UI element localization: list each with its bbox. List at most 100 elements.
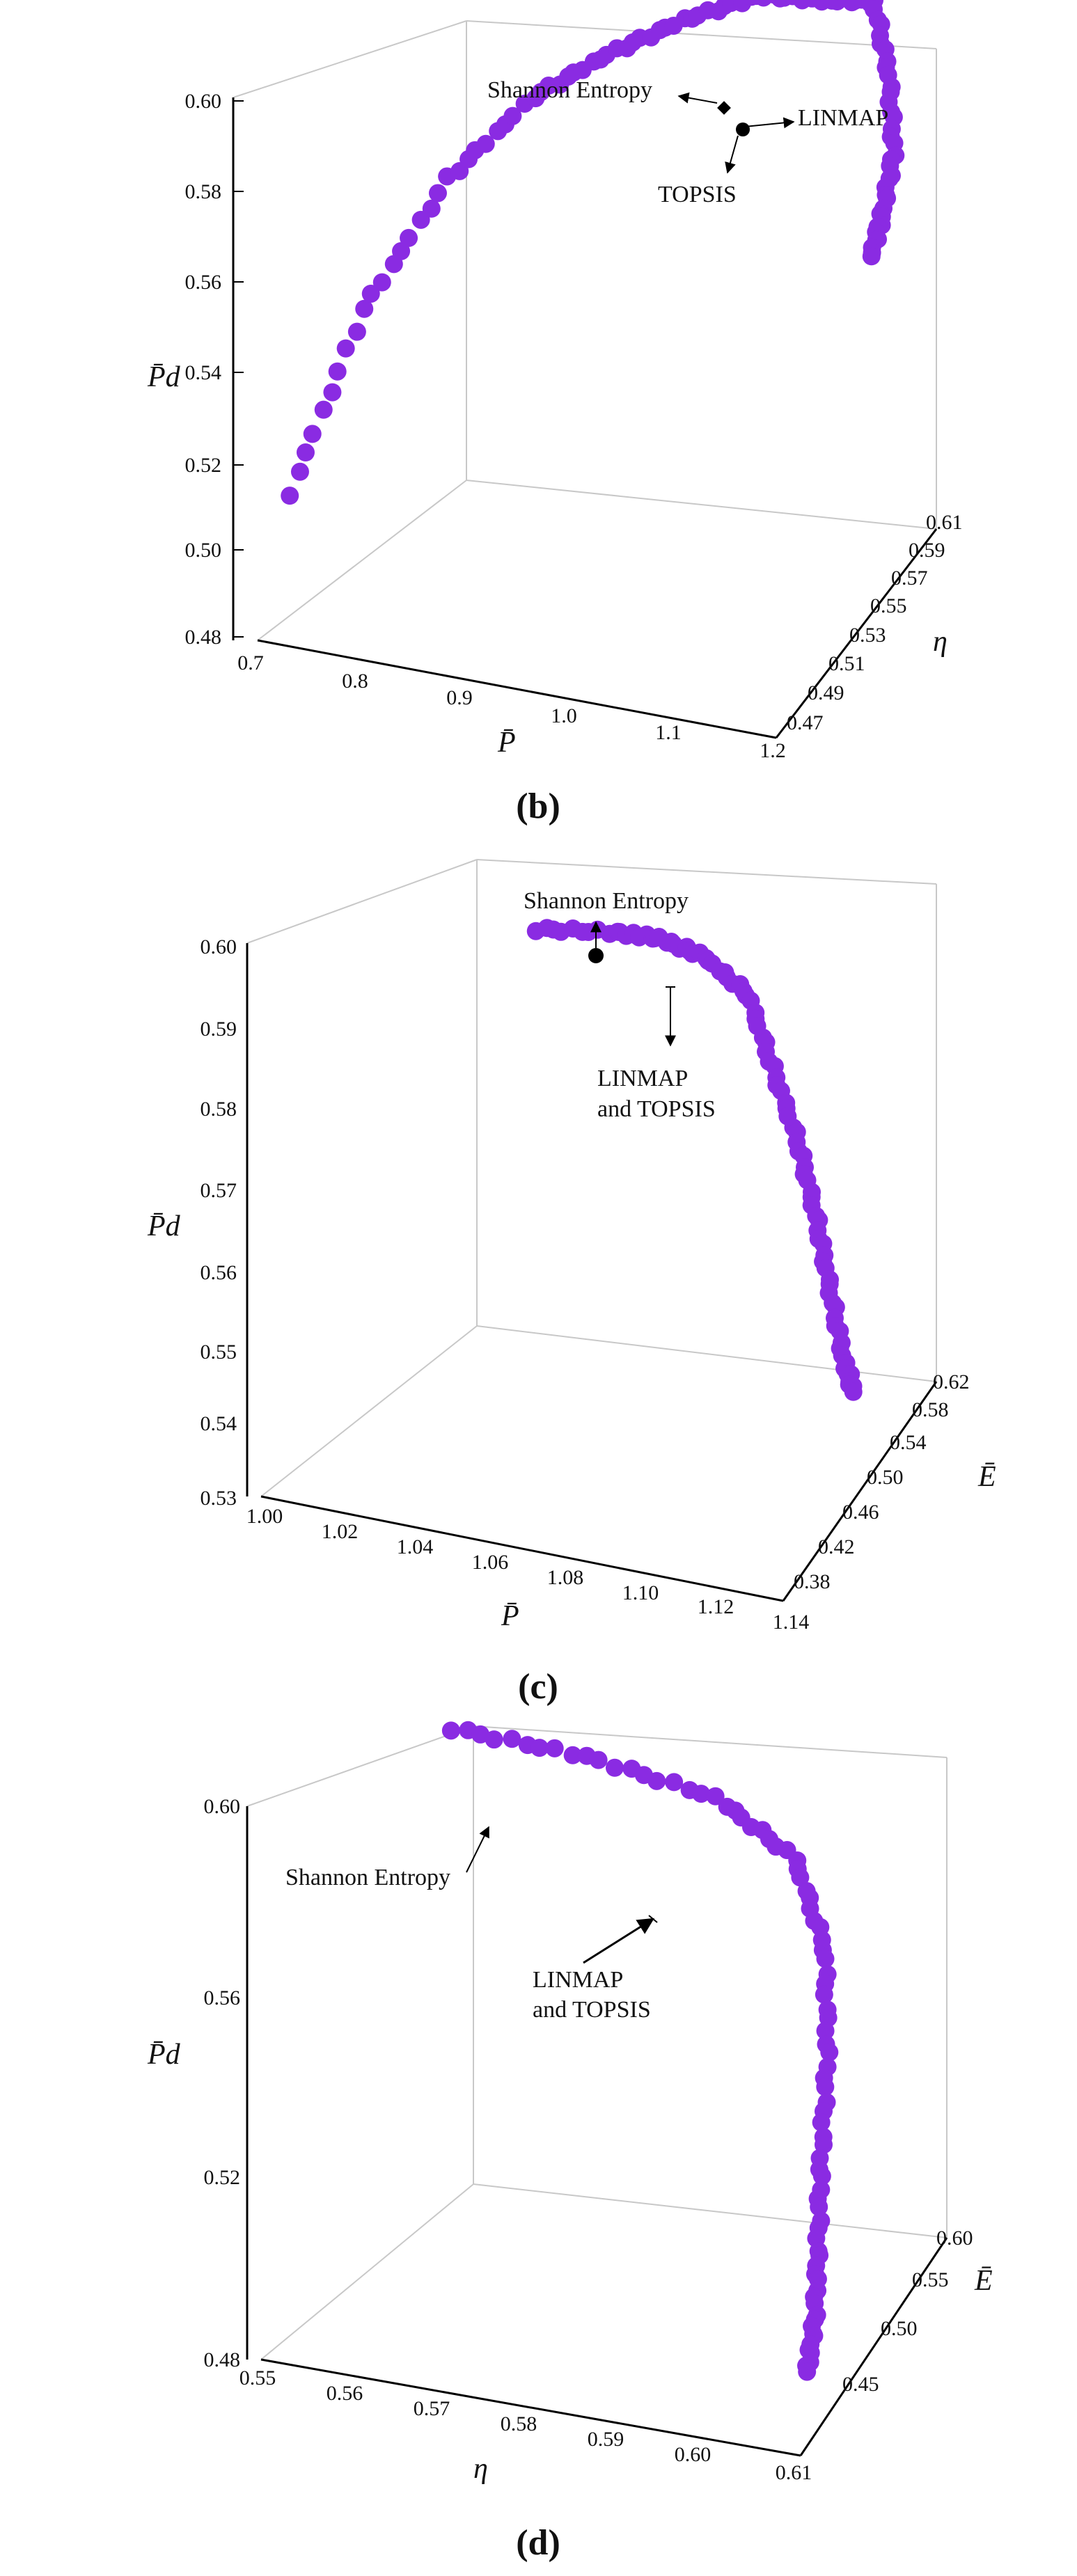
data-point — [296, 443, 315, 462]
data-point — [485, 1730, 503, 1749]
data-point — [815, 1985, 833, 2004]
panel-d-points — [441, 1721, 839, 2381]
c-z-tick-7: 0.53 — [201, 1487, 237, 1510]
data-point — [647, 1771, 666, 1790]
d-x-tick-2: 0.57 — [414, 2397, 450, 2420]
b-annot-shannon: Shannon Entropy — [487, 77, 652, 103]
b-y-tick-4: 0.55 — [870, 594, 907, 617]
data-point — [810, 2197, 828, 2216]
panel-c-axes — [246, 943, 938, 1602]
c-z-tick-0: 0.60 — [201, 935, 237, 958]
data-point — [361, 284, 380, 303]
c-annot-shannon: Shannon Entropy — [524, 888, 689, 914]
b-y-tick-0: 0.47 — [787, 711, 824, 734]
b-y-tick-7: 0.61 — [926, 511, 963, 534]
panel-c-annotations: Shannon Entropy LINMAP and TOPSIS — [524, 888, 716, 1122]
d-x-tick-0: 0.55 — [239, 2366, 276, 2389]
data-point — [563, 1746, 582, 1764]
d-x-tick-3: 0.58 — [501, 2412, 537, 2435]
panel-b-annotations: Shannon Entropy LINMAP TOPSIS — [487, 77, 888, 207]
b-z-tick-2: 0.56 — [185, 271, 222, 294]
panel-d-annotations: Shannon Entropy LINMAP and TOPSIS — [285, 1826, 658, 2023]
data-point — [290, 462, 309, 481]
panel-c: 0.60 0.59 0.58 0.57 0.56 0.55 0.54 0.53 … — [147, 859, 996, 1707]
b-y-tick-6: 0.59 — [909, 539, 945, 562]
d-y-tick-1: 0.50 — [881, 2317, 918, 2340]
data-point — [812, 2113, 831, 2132]
data-point — [441, 1721, 460, 1740]
panel-b-points — [281, 0, 905, 505]
data-point — [605, 1758, 624, 1777]
data-point — [314, 400, 333, 419]
data-point — [471, 1725, 490, 1744]
c-y-tick-1: 0.42 — [818, 1535, 855, 1558]
d-z-label: P̄d — [147, 2039, 181, 2071]
panel-d: 0.60 0.56 0.52 0.48 P̄d 0.55 0.56 0.57 0… — [147, 1721, 993, 2563]
d-x-tick-1: 0.56 — [327, 2382, 363, 2405]
c-caption: (c) — [518, 1667, 558, 1707]
d-x-tick-5: 0.60 — [675, 2443, 712, 2466]
data-point — [328, 362, 347, 381]
c-x-tick-3: 1.06 — [472, 1551, 509, 1574]
c-z-tick-2: 0.58 — [201, 1098, 237, 1121]
b-y-tick-3: 0.53 — [849, 624, 886, 647]
b-y-tick-5: 0.57 — [891, 567, 928, 590]
data-point — [791, 1868, 810, 1887]
c-x-tick-1: 1.02 — [322, 1520, 359, 1543]
d-y-tick-2: 0.55 — [912, 2268, 949, 2291]
b-y-tick-2: 0.51 — [828, 652, 865, 675]
d-x-label: η — [473, 2453, 488, 2485]
data-point — [798, 2362, 817, 2381]
data-point — [862, 247, 881, 266]
c-z-label: P̄d — [147, 1210, 181, 1242]
data-point — [336, 339, 355, 358]
b-y-tick-1: 0.49 — [808, 681, 844, 704]
c-shannon-marker — [588, 948, 604, 963]
panel-d-x-ticks: 0.55 0.56 0.57 0.58 0.59 0.60 0.61 — [239, 2366, 812, 2484]
d-x-tick-6: 0.61 — [776, 2461, 812, 2484]
data-point — [665, 1773, 684, 1792]
c-y-tick-6: 0.62 — [933, 1370, 970, 1393]
data-point — [422, 199, 441, 218]
panel-b-x-ticks: 0.7 0.8 0.9 1.0 1.1 1.2 — [237, 651, 786, 762]
c-z-tick-6: 0.54 — [201, 1412, 237, 1435]
c-x-tick-0: 1.00 — [246, 1505, 283, 1528]
b-z-label: P̄d — [147, 361, 181, 393]
data-point — [692, 1785, 711, 1803]
data-point — [428, 184, 447, 203]
panel-c-points — [526, 919, 863, 1401]
b-y-label: η — [933, 626, 948, 658]
panel-c-box — [246, 859, 937, 1602]
c-y-label: Ē — [977, 1461, 996, 1493]
data-point — [355, 299, 374, 318]
data-point — [303, 425, 322, 443]
d-caption: (d) — [516, 2523, 560, 2563]
data-point — [392, 242, 411, 260]
data-point — [816, 2078, 835, 2096]
panel-b-z-ticks: 0.60 0.58 0.56 0.54 0.52 0.50 0.48 — [185, 90, 244, 649]
panel-d-z-ticks: 0.60 0.56 0.52 0.48 — [204, 1795, 241, 2371]
d-z-tick-3: 0.48 — [204, 2348, 241, 2371]
data-point — [347, 322, 366, 341]
c-y-tick-0: 0.38 — [794, 1570, 831, 1593]
c-z-tick-5: 0.55 — [201, 1341, 237, 1364]
c-x-tick-4: 1.08 — [547, 1566, 584, 1589]
b-z-tick-4: 0.52 — [185, 454, 222, 477]
d-z-tick-2: 0.52 — [204, 2166, 241, 2189]
b-z-tick-0: 0.60 — [185, 90, 222, 113]
c-y-tick-3: 0.50 — [867, 1466, 904, 1489]
b-x-tick-0: 0.7 — [237, 651, 264, 674]
c-y-tick-5: 0.58 — [912, 1398, 949, 1421]
d-annot-topsis: and TOPSIS — [533, 1997, 651, 2023]
panel-c-y-ticks: 0.38 0.42 0.46 0.50 0.54 0.58 0.62 — [794, 1370, 970, 1593]
panel-b-y-ticks: 0.47 0.49 0.51 0.53 0.55 0.57 0.59 0.61 — [787, 511, 963, 734]
data-point — [589, 1751, 608, 1769]
c-y-tick-2: 0.46 — [842, 1501, 879, 1524]
d-x-tick-4: 0.59 — [588, 2428, 624, 2451]
data-point — [816, 1950, 835, 1968]
data-point — [372, 273, 391, 292]
d-y-tick-0: 0.45 — [842, 2373, 879, 2396]
data-point — [400, 228, 418, 247]
d-z-tick-1: 0.56 — [204, 1986, 241, 2009]
